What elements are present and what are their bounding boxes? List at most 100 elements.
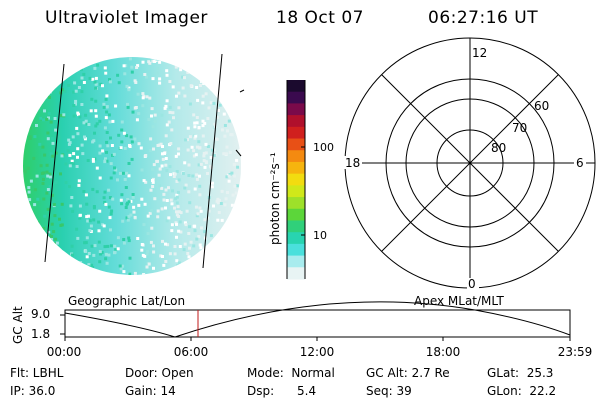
- image-pixel: [210, 185, 214, 189]
- image-pixel: [49, 250, 53, 254]
- image-pixel: [195, 274, 199, 275]
- polar-grid: [344, 37, 596, 289]
- image-pixel: [164, 163, 168, 167]
- image-pixel: [101, 149, 105, 153]
- image-pixel: [95, 122, 99, 126]
- polar-label-12: 12: [472, 46, 487, 60]
- image-pixel: [91, 140, 95, 144]
- image-pixel: [225, 263, 229, 267]
- image-pixel: [160, 186, 164, 190]
- image-pixel: [64, 263, 68, 266]
- image-pixel: [162, 198, 166, 202]
- image-pixel: [149, 188, 153, 192]
- image-pixel: [102, 102, 106, 106]
- image-pixel: [151, 180, 155, 184]
- image-pixel: [195, 237, 199, 241]
- image-pixel: [183, 265, 186, 269]
- image-pixel: [93, 80, 97, 84]
- image-pixel: [217, 244, 221, 248]
- image-pixel: [89, 224, 93, 228]
- image-pixel: [87, 265, 91, 269]
- image-pixel: [173, 245, 177, 248]
- image-pixel: [203, 78, 207, 82]
- image-pixel: [183, 161, 187, 165]
- image-pixel: [164, 188, 168, 192]
- image-pixel: [228, 173, 232, 176]
- image-pixel: [81, 152, 85, 156]
- image-pixel: [107, 205, 111, 209]
- image-pixel: [39, 101, 43, 105]
- image-pixel: [222, 240, 226, 244]
- timeline-xtick-label-1200: 12:00: [300, 345, 335, 359]
- image-pixel: [98, 176, 102, 180]
- image-pixel: [25, 127, 28, 131]
- image-pixel: [130, 65, 134, 69]
- image-pixel: [171, 85, 175, 89]
- colorbar-segment: [287, 220, 305, 233]
- status-gain: Gain: 14: [125, 384, 176, 398]
- image-pixel: [124, 206, 128, 209]
- image-pixel: [156, 215, 160, 219]
- image-pixel: [40, 83, 44, 87]
- image-pixel: [187, 190, 191, 194]
- image-pixel: [150, 209, 154, 213]
- image-pixel: [239, 230, 241, 234]
- image-pixel: [236, 165, 240, 169]
- image-pixel: [111, 153, 114, 157]
- image-pixel: [235, 98, 239, 102]
- image-pixel: [108, 216, 112, 220]
- image-pixel: [213, 122, 217, 126]
- image-pixel: [94, 114, 98, 118]
- image-pixel: [125, 216, 129, 220]
- image-pixel: [178, 245, 182, 248]
- image-pixel: [145, 252, 149, 256]
- image-pixel: [94, 76, 98, 80]
- image-pixel: [141, 92, 145, 96]
- image-pixel: [206, 61, 210, 64]
- image-pixel: [72, 90, 76, 94]
- image-pixel: [240, 205, 241, 209]
- image-pixel: [79, 261, 83, 265]
- image-pixel: [113, 244, 117, 248]
- image-pixel: [77, 274, 81, 275]
- image-pixel: [168, 80, 172, 83]
- image-pixel: [234, 114, 238, 118]
- image-pixel: [191, 174, 195, 178]
- image-pixel: [116, 247, 120, 251]
- image-pixel: [148, 61, 152, 65]
- image-pixel: [159, 142, 163, 146]
- image-pixel: [35, 87, 39, 91]
- polar-label-18: 18: [345, 156, 360, 170]
- polar-label-6: 6: [576, 156, 584, 170]
- image-pixel: [164, 242, 167, 246]
- image-pixel: [194, 134, 198, 138]
- image-pixel: [165, 219, 169, 223]
- image-pixel: [213, 63, 217, 67]
- image-pixel: [98, 209, 102, 213]
- image-pixel: [64, 181, 68, 184]
- image-pixel: [161, 157, 165, 161]
- image-pixel: [185, 264, 189, 268]
- image-pixel: [163, 106, 167, 110]
- image-pixel: [188, 201, 192, 205]
- image-pixel: [216, 197, 220, 201]
- image-pixel: [176, 60, 180, 64]
- image-pixel: [173, 252, 177, 256]
- image-pixel: [78, 213, 82, 217]
- image-pixel: [48, 245, 52, 249]
- image-pixel: [195, 86, 199, 89]
- image-pixel: [211, 269, 215, 272]
- image-pixel: [87, 214, 90, 218]
- image-pixel: [132, 205, 136, 209]
- image-pixel: [104, 116, 108, 120]
- image-pixel: [204, 161, 208, 165]
- image-pixel: [198, 243, 202, 247]
- image-pixel: [155, 71, 159, 75]
- image-pixel: [219, 82, 223, 86]
- image-pixel: [23, 169, 27, 173]
- image-pixel: [60, 154, 64, 158]
- image-pixel: [239, 194, 241, 198]
- image-pixel: [125, 202, 129, 206]
- image-pixel: [162, 263, 166, 267]
- image-pixel: [72, 152, 76, 156]
